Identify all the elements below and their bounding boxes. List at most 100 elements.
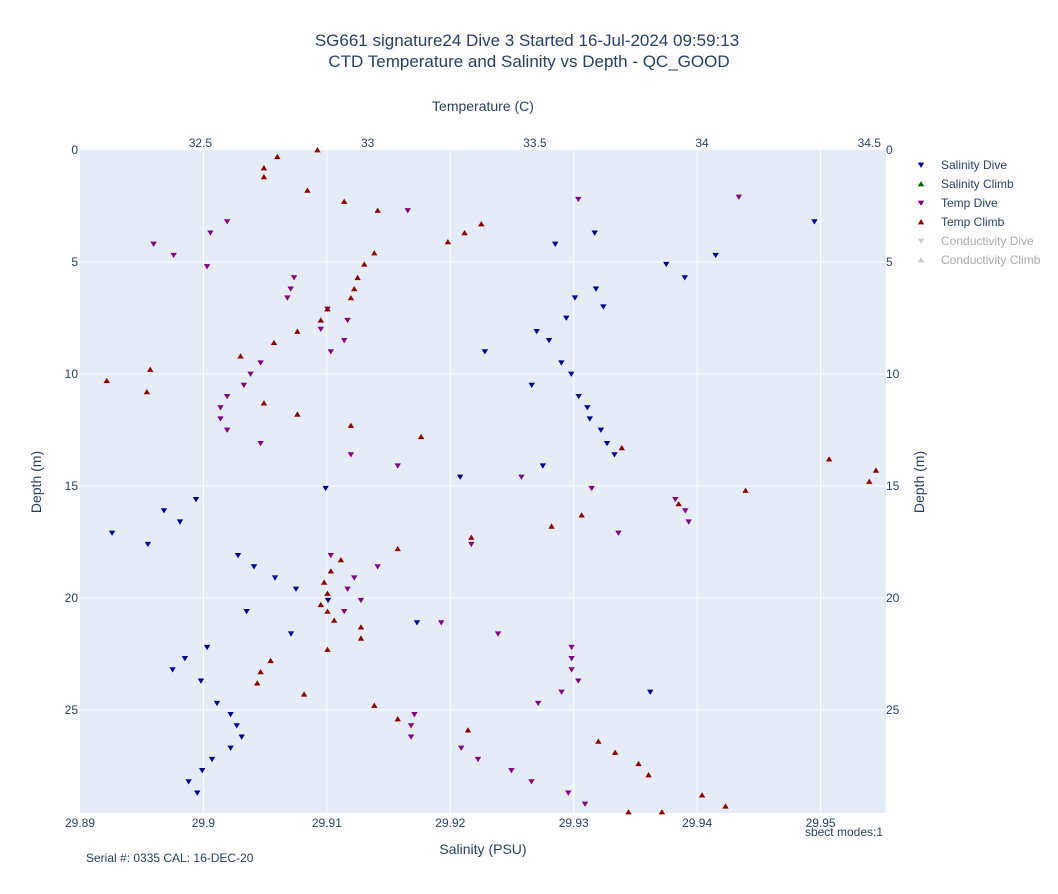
temp-dive-point xyxy=(374,564,381,570)
temp-climb-point xyxy=(274,153,281,160)
temp-climb-point xyxy=(464,727,472,733)
y-tick-label-left: 15 xyxy=(65,479,79,493)
salinity-dive-point xyxy=(197,678,205,684)
salinity-dive-point xyxy=(712,252,719,259)
temp-dive-point xyxy=(257,360,264,366)
salinity-dive-point xyxy=(558,360,565,366)
temp-climb-point xyxy=(444,238,452,245)
salinity-dive-point xyxy=(539,463,547,469)
temp-dive-point xyxy=(284,295,291,301)
legend-label-conductivity-dive: Conductivity Dive xyxy=(941,234,1034,248)
salinity-dive-point xyxy=(324,597,332,604)
salinity-dive-point xyxy=(592,286,600,292)
temp-dive-point xyxy=(357,597,365,604)
salinity-dive-point xyxy=(611,452,618,458)
temp-dive-point xyxy=(534,700,542,707)
temp-climb-point xyxy=(468,534,475,540)
temp-climb-point xyxy=(314,147,321,153)
temp-dive-point xyxy=(508,768,515,774)
x2-axis-title: Temperature (C) xyxy=(432,98,534,114)
temp-dive-point xyxy=(287,286,294,292)
x-tick-label: 29.89 xyxy=(65,816,95,830)
salinity-dive-point xyxy=(208,756,216,763)
temp-climb-point xyxy=(351,285,358,292)
temp-climb-point xyxy=(698,792,706,798)
temp-dive-point xyxy=(558,689,565,695)
temp-dive-point xyxy=(341,609,348,615)
temp-climb-point xyxy=(267,657,274,664)
temp-climb-point xyxy=(294,411,301,417)
legend-label-conductivity-climb: Conductivity Climb xyxy=(941,253,1041,267)
salinity-dive-point xyxy=(108,530,116,536)
legend-label-temp-climb: Temp Climb xyxy=(941,215,1005,229)
temp-climb-point xyxy=(722,803,729,809)
temp-dive-point xyxy=(575,196,582,203)
temp-dive-point xyxy=(458,745,465,751)
temp-dive-point xyxy=(150,241,157,247)
temp-climb-point xyxy=(595,738,602,744)
salinity-dive-point xyxy=(413,620,421,626)
temp-climb-point xyxy=(578,512,585,518)
temp-climb-point xyxy=(327,568,335,574)
temp-dive-point xyxy=(494,631,502,637)
temp-climb-point xyxy=(103,377,110,384)
temp-dive-point xyxy=(341,337,348,344)
salinity-dive-point xyxy=(181,656,189,662)
temp-dive-point xyxy=(568,667,575,673)
temp-climb-point xyxy=(147,366,154,372)
temp-climb-point xyxy=(347,294,355,301)
temp-climb-point xyxy=(324,590,331,596)
temp-climb-point xyxy=(394,545,401,552)
temp-dive-point xyxy=(327,553,335,559)
y-tick-label-right: 10 xyxy=(886,367,900,381)
temp-climb-point xyxy=(317,601,324,608)
salinity-dive-point xyxy=(533,329,540,335)
salinity-dive-point xyxy=(192,497,200,503)
temp-dive-point xyxy=(518,474,525,480)
temp-dive-point xyxy=(568,656,575,662)
salinity-dive-point xyxy=(563,315,570,321)
x-tick-label: 29.9 xyxy=(192,816,216,830)
temp-dive-point xyxy=(404,208,411,214)
salinity-dive-point xyxy=(144,541,152,548)
temp-dive-point xyxy=(327,349,335,355)
temp-climb-point xyxy=(357,635,365,641)
temp-climb-point xyxy=(635,760,642,767)
temp-climb-point xyxy=(394,716,401,722)
salinity-dive-point xyxy=(811,219,818,225)
temp-dive-point xyxy=(407,734,415,740)
temp-climb-point xyxy=(143,389,151,395)
temp-dive-point xyxy=(290,275,298,281)
temp-dive-point xyxy=(528,779,535,785)
salinity-dive-point xyxy=(292,586,300,592)
temp-dive-point xyxy=(207,230,214,236)
salinity-dive-point xyxy=(243,609,250,615)
temp-dive-point xyxy=(468,541,475,548)
modes-annotation: sbect modes:1 xyxy=(805,825,883,839)
x-tick-label: 29.92 xyxy=(435,816,465,830)
chart-title: SG661 signature24 Dive 3 Started 16-Jul-… xyxy=(315,31,739,50)
legend-marker-temp-dive xyxy=(917,200,925,206)
legend-marker-conductivity-climb xyxy=(917,257,925,263)
y-axis-title-right: Depth (m) xyxy=(911,451,927,513)
salinity-dive-point xyxy=(227,745,234,751)
temp-climb-point xyxy=(417,433,425,440)
salinity-dive-point xyxy=(603,441,611,447)
salinity-dive-point xyxy=(322,485,329,492)
temp-climb-point xyxy=(361,261,368,267)
salinity-dive-point xyxy=(545,337,553,344)
legend-label-temp-dive: Temp Dive xyxy=(941,196,998,210)
temp-dive-point xyxy=(344,317,351,324)
temp-dive-point xyxy=(247,371,254,377)
temp-dive-point xyxy=(223,393,231,400)
temp-dive-point xyxy=(223,219,231,225)
salinity-dive-point xyxy=(233,723,240,729)
temp-climb-point xyxy=(237,353,244,359)
salinity-dive-point xyxy=(203,644,211,651)
temp-climb-point xyxy=(374,207,381,213)
temp-climb-point xyxy=(324,646,331,652)
temp-climb-point xyxy=(341,198,348,204)
salinity-dive-point xyxy=(663,261,670,268)
temp-climb-point xyxy=(270,339,278,346)
temp-climb-point xyxy=(371,250,378,256)
